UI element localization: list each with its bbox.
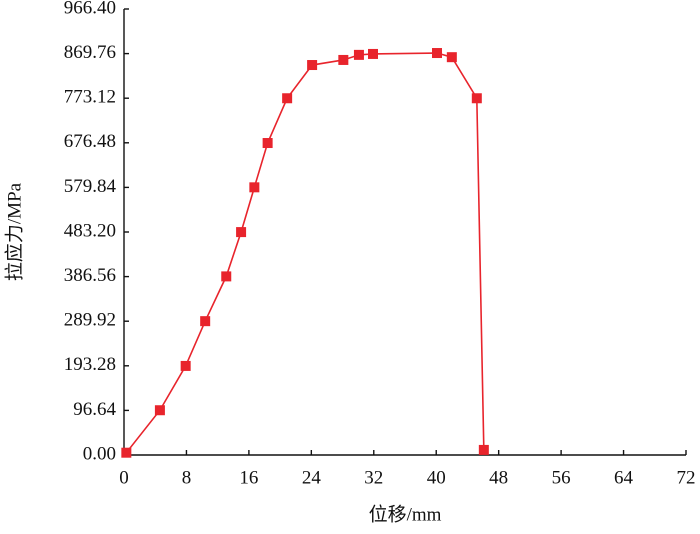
y-tick-label: 0.00	[83, 443, 116, 464]
y-tick-label: 193.28	[64, 354, 116, 375]
marker	[307, 60, 318, 71]
y-tick-label: 386.56	[64, 265, 116, 286]
y-tick-label: 773.12	[64, 87, 116, 108]
x-tick-label: 48	[489, 467, 508, 488]
x-tick-label: 40	[427, 467, 446, 488]
y-tick-label: 676.48	[64, 131, 116, 152]
y-tick-label: 579.84	[64, 176, 117, 197]
x-tick-label: 24	[302, 467, 322, 488]
x-tick-label: 64	[614, 467, 634, 488]
x-tick-label: 56	[552, 467, 571, 488]
marker	[471, 93, 482, 104]
x-axis-label: 位移/mm	[369, 503, 442, 525]
y-tick-label: 289.92	[64, 310, 116, 331]
x-tick-label: 0	[119, 467, 129, 488]
marker	[353, 49, 364, 60]
marker	[446, 52, 457, 63]
marker	[367, 48, 378, 59]
y-tick-label: 869.76	[64, 42, 116, 63]
x-tick-label: 8	[182, 467, 192, 488]
marker	[432, 48, 443, 59]
x-tick-label: 32	[364, 467, 383, 488]
x-tick-label: 72	[677, 467, 696, 488]
marker	[338, 54, 349, 65]
marker	[221, 271, 232, 282]
marker	[121, 447, 132, 458]
marker	[180, 360, 191, 371]
marker	[236, 227, 247, 238]
y-tick-label: 96.64	[73, 399, 116, 420]
marker	[282, 93, 293, 104]
marker	[200, 316, 211, 327]
x-tick-label: 16	[239, 467, 258, 488]
marker	[154, 405, 165, 416]
marker	[478, 444, 489, 455]
y-tick-label: 966.40	[64, 0, 116, 18]
y-axis-label: 拉应力/MPa	[3, 182, 25, 281]
y-tick-label: 483.20	[64, 220, 116, 241]
line	[125, 52, 485, 454]
marker	[262, 138, 273, 149]
marker	[249, 182, 260, 193]
